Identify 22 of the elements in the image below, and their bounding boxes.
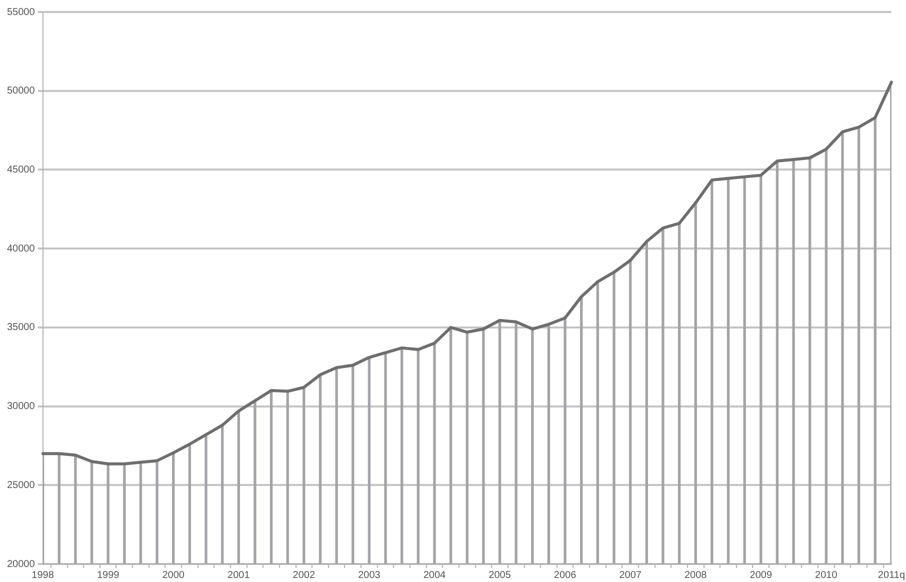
x-tick-label: 2007 [619, 570, 642, 581]
x-tick-label: 2000 [162, 570, 185, 581]
y-tick-label: 50000 [6, 86, 36, 97]
y-tick-label: 30000 [6, 401, 36, 412]
x-tick-label: 1998 [32, 570, 54, 581]
x-tick-label: 2004 [423, 570, 446, 581]
y-tick-label: 40000 [6, 243, 36, 254]
x-tick-label: 2011q [878, 570, 906, 581]
x-tick-label: 2003 [358, 570, 381, 581]
y-tick-label: 35000 [6, 322, 36, 334]
y-tick-label: 55000 [6, 6, 36, 18]
x-tick-label: 2002 [292, 570, 316, 581]
x-tick-label: 2006 [554, 570, 577, 581]
x-tick-label: 1999 [96, 570, 120, 581]
y-tick-label: 20000 [6, 558, 36, 570]
x-tick-label: 2001 [228, 570, 250, 581]
x-tick-label: 2008 [684, 570, 708, 581]
x-tick-label: 2005 [488, 570, 512, 581]
y-tick-label: 25000 [6, 480, 36, 491]
y-tick-label: 45000 [6, 164, 36, 176]
x-tick-label: 2009 [750, 570, 772, 581]
x-tick-label: 2010 [815, 570, 838, 581]
